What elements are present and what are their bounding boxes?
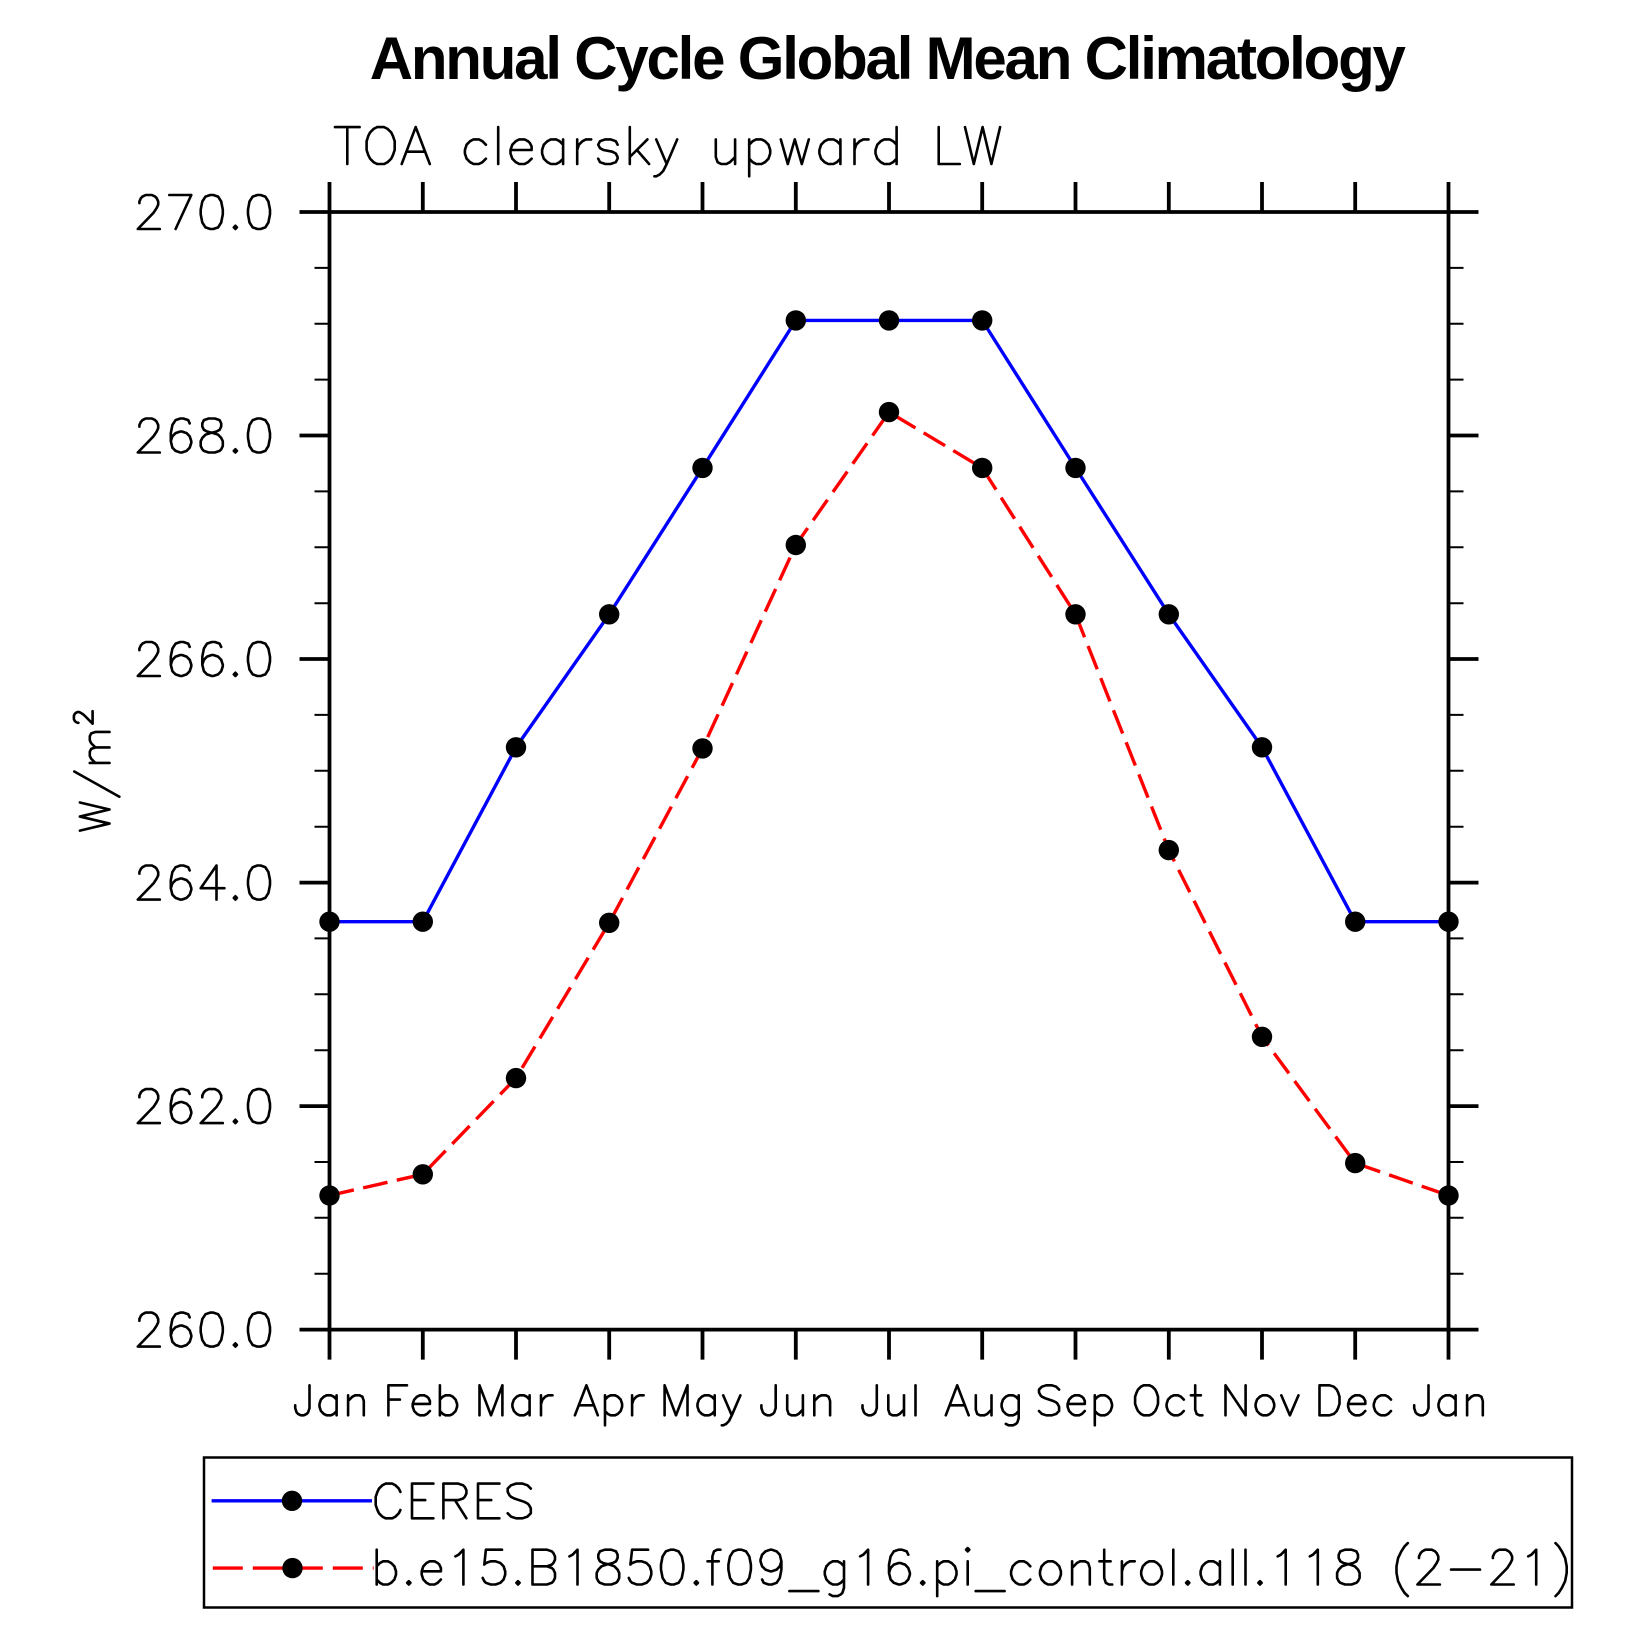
svg-text:Annual Cycle Global Mean Clima: Annual Cycle Global Mean Climatology	[370, 25, 1407, 92]
